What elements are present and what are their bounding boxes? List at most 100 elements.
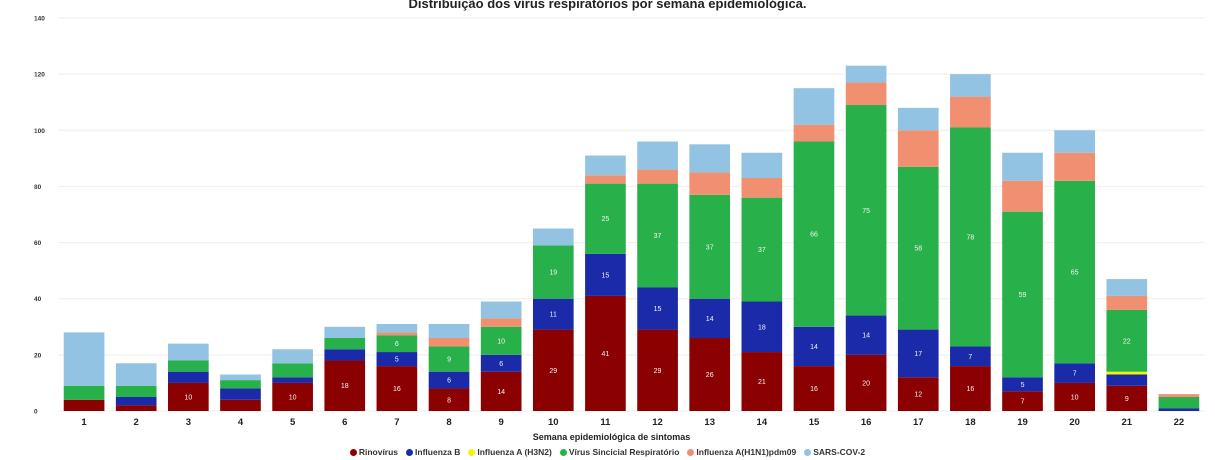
data-label: 15 (602, 272, 610, 279)
bar-segment (1002, 377, 1043, 392)
y-tick-label: 100 (34, 128, 45, 135)
bar-segment (1106, 385, 1148, 411)
data-label: 16 (393, 386, 401, 393)
bar-segment (220, 374, 261, 381)
x-tick-label: 12 (652, 417, 663, 428)
bar-segment (220, 380, 261, 389)
data-label: 6 (447, 378, 451, 385)
bar-segment (63, 332, 105, 386)
data-label: 7 (968, 354, 972, 361)
bar-segment (1002, 152, 1043, 181)
bar-segment (637, 329, 678, 411)
bar-segment (793, 141, 835, 327)
chart-legend: Rinovírus Influenza B Influenza A (H3N2) Ví… (0, 447, 1215, 457)
x-tick-label: 1 (81, 417, 87, 428)
bar-segment (480, 318, 522, 327)
data-label: 10 (497, 338, 505, 345)
bar-segment (689, 172, 731, 195)
data-label: 37 (706, 244, 714, 251)
x-tick-label: 9 (499, 417, 504, 428)
bar-segment (376, 332, 418, 336)
bar-segment (637, 183, 678, 288)
data-label: 9 (1125, 396, 1129, 403)
data-label: 75 (862, 208, 870, 215)
data-label: 11 (550, 312, 557, 319)
bar-segment (845, 315, 887, 355)
data-label: 16 (810, 386, 818, 393)
bar-segment (1158, 396, 1200, 409)
bar-segment (897, 107, 939, 131)
data-label: 78 (966, 234, 974, 241)
y-tick-label: 40 (34, 296, 42, 303)
data-label: 6 (395, 341, 399, 348)
x-tick-label: 14 (757, 417, 768, 428)
legend-swatch (804, 449, 812, 456)
bar-segment (1002, 391, 1043, 411)
bar-segment (220, 388, 261, 400)
data-label: 26 (706, 372, 714, 379)
x-tick-label: 11 (600, 417, 611, 428)
bar-segment (480, 371, 522, 411)
bar-segment (1106, 374, 1148, 386)
data-label: 66 (810, 232, 818, 239)
x-tick-label: 22 (1174, 417, 1185, 428)
bar-segment (637, 287, 678, 330)
data-label: 10 (1071, 394, 1079, 401)
bar-segment (480, 326, 522, 355)
bar-segment (220, 399, 261, 411)
bar-segment (845, 65, 887, 83)
data-label: 7 (1073, 371, 1077, 378)
bar-segment (585, 175, 626, 184)
bar-segment (585, 253, 626, 296)
bar-segment (428, 338, 470, 347)
x-tick-label: 3 (186, 417, 191, 428)
data-label: 37 (758, 247, 766, 254)
bar-segment (480, 301, 522, 319)
bar-segment (168, 371, 209, 383)
bar-segment (532, 298, 574, 330)
x-tick-label: 16 (861, 417, 872, 428)
bar-segment (585, 155, 626, 176)
data-label: 37 (654, 233, 662, 240)
bar-segment (324, 360, 366, 411)
bar-segment (950, 74, 991, 97)
data-label: 29 (654, 368, 662, 375)
bar-segment (689, 144, 731, 173)
bar-segment (793, 326, 835, 367)
bar-segment (897, 166, 939, 330)
bar-segment (689, 298, 731, 339)
legend-label: SARS-COV-2 (813, 447, 866, 457)
bar-segment (1158, 408, 1200, 411)
y-tick-label: 80 (34, 184, 42, 191)
bar-segment (897, 130, 939, 167)
data-label: 14 (862, 333, 870, 340)
y-tick-label: 0 (34, 409, 38, 416)
x-tick-label: 8 (446, 417, 451, 428)
bar-segment (376, 335, 418, 353)
legend-swatch (687, 449, 695, 456)
data-label: 14 (497, 389, 505, 396)
x-tick-label: 5 (290, 417, 296, 428)
data-label: 5 (395, 357, 399, 364)
data-label: 17 (914, 351, 922, 358)
bar-segment (585, 183, 626, 254)
bar-segment (637, 141, 678, 170)
bar-segment (1106, 371, 1148, 375)
data-label: 20 (862, 380, 870, 387)
bar-segment (532, 329, 574, 411)
bar-segment (324, 338, 366, 350)
bar-segment (115, 396, 157, 406)
chart-title: Distribuição dos vírus respiratórios por… (408, 0, 807, 11)
bar-segment (1054, 130, 1095, 153)
legend-item: Rinovírus (349, 447, 398, 457)
legend-item: Influenza A(H1N1)pdm09 (687, 447, 796, 457)
data-label: 15 (654, 306, 662, 313)
bar-segment (845, 354, 887, 411)
bar-segment (115, 385, 157, 397)
bar-segment (376, 323, 418, 333)
bar-segment (1054, 382, 1095, 411)
bar-segment (428, 346, 470, 372)
data-label: 10 (289, 394, 297, 401)
